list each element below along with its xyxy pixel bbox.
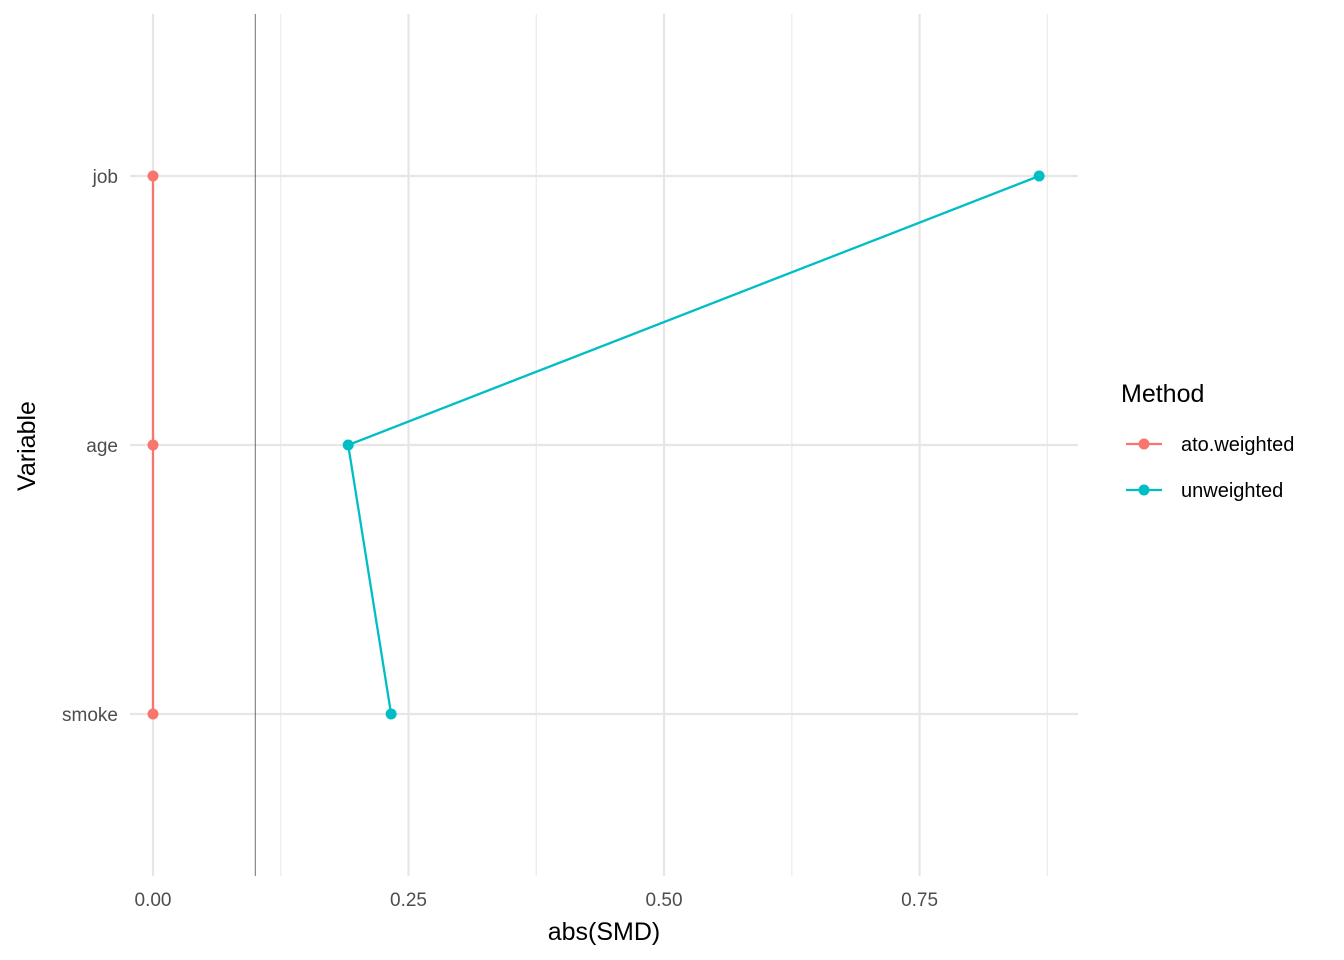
- data-point-unweighted: [342, 439, 354, 451]
- x-tick-label: 0.25: [390, 890, 427, 911]
- y-tick-labels: smoke age job: [62, 167, 118, 726]
- x-axis-title: abs(SMD): [548, 918, 661, 946]
- data-point-ato-weighted: [147, 170, 159, 182]
- x-tick-label: 0.50: [646, 890, 683, 911]
- legend-title: Method: [1121, 380, 1204, 408]
- legend-label: ato.weighted: [1181, 434, 1294, 456]
- y-tick-label: smoke: [62, 705, 118, 726]
- legend-key-point: [1138, 438, 1150, 450]
- series-points: [147, 170, 1045, 720]
- data-point-unweighted: [1033, 170, 1045, 182]
- legend: Method ato.weighted unweighted: [1121, 380, 1294, 502]
- y-tick-label: job: [92, 167, 118, 188]
- data-point-ato-weighted: [147, 708, 159, 720]
- legend-key-point: [1138, 484, 1150, 496]
- x-tick-label: 0.00: [135, 890, 172, 911]
- data-point-unweighted: [385, 708, 397, 720]
- major-gridlines: [130, 14, 1078, 876]
- legend-label: unweighted: [1181, 480, 1283, 502]
- legend-items: ato.weighted unweighted: [1126, 434, 1294, 502]
- y-tick-label: age: [86, 436, 118, 457]
- x-tick-label: 0.75: [901, 890, 938, 911]
- y-axis-title: Variable: [13, 401, 41, 491]
- x-tick-labels: 0.00 0.25 0.50 0.75: [135, 890, 939, 911]
- data-point-ato-weighted: [147, 439, 159, 451]
